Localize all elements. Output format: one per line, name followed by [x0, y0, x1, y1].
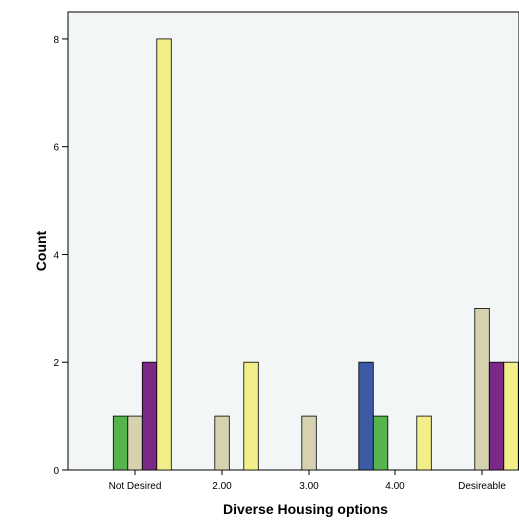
x-axis: Not Desired 2.00 3.00 4.00 Desireable — [68, 469, 519, 492]
y-axis-label: Count — [33, 230, 49, 271]
x-tick-label: 2.00 — [212, 481, 232, 492]
plot-area — [67, 11, 519, 471]
y-tick-label: 8 — [53, 35, 59, 46]
x-tick-label: 3.00 — [299, 481, 319, 492]
bar — [127, 415, 143, 471]
y-tick-label: 2 — [53, 358, 59, 369]
x-axis-label: Diverse Housing options — [223, 501, 388, 517]
y-axis: 0 2 4 6 8 — [53, 12, 69, 477]
y-tick-label: 0 — [53, 466, 59, 477]
bar — [474, 307, 490, 471]
bar — [301, 415, 317, 471]
bar — [141, 361, 158, 471]
x-tick-label: Not Desired — [109, 481, 162, 492]
bar — [488, 361, 505, 471]
bar — [358, 361, 374, 471]
x-tick-label: 4.00 — [385, 481, 405, 492]
bar — [416, 415, 432, 471]
x-tick-label: Desireable — [458, 481, 506, 492]
y-tick-label: 4 — [53, 250, 59, 261]
bar — [214, 415, 230, 471]
bar — [243, 361, 259, 471]
bar — [372, 415, 389, 471]
y-tick-label: 6 — [53, 143, 59, 154]
bar — [503, 361, 519, 471]
bar — [156, 38, 172, 471]
bars-group — [112, 38, 519, 471]
bar — [112, 415, 129, 471]
